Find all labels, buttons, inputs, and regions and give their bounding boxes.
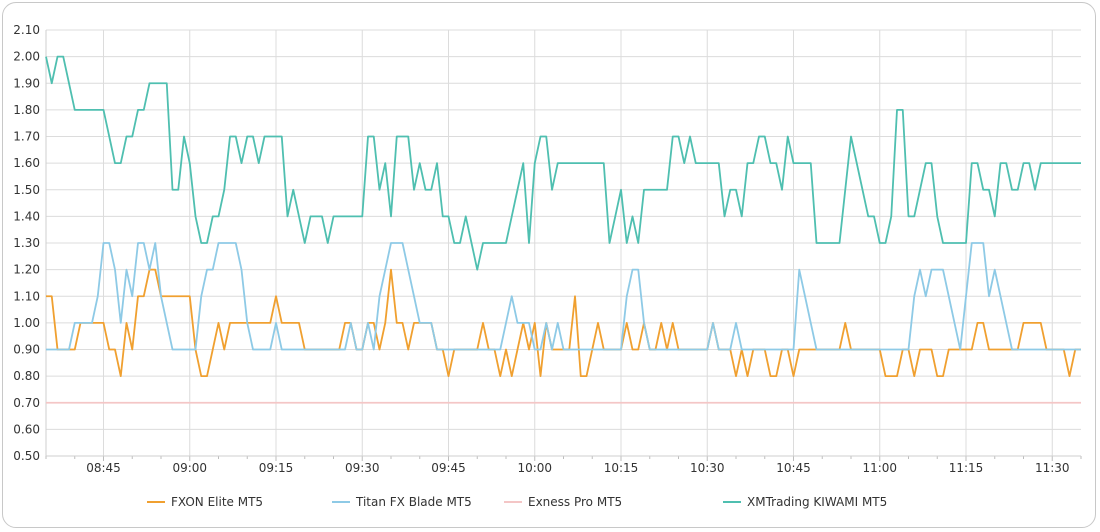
x-tick-label: 11:00 bbox=[862, 461, 897, 475]
y-tick-label: 1.70 bbox=[13, 130, 40, 144]
y-tick-label: 1.90 bbox=[13, 76, 40, 90]
y-tick-label: 2.00 bbox=[13, 50, 40, 64]
y-tick-label: 1.60 bbox=[13, 156, 40, 170]
x-tick-label: 10:00 bbox=[517, 461, 552, 475]
x-tick-label: 09:00 bbox=[172, 461, 207, 475]
x-tick-label: 11:15 bbox=[949, 461, 984, 475]
x-tick-label: 11:30 bbox=[1035, 461, 1070, 475]
legend-label-titan-fx-blade-mt5: Titan FX Blade MT5 bbox=[355, 495, 472, 509]
x-tick-label: 09:30 bbox=[345, 461, 380, 475]
y-tick-label: 1.80 bbox=[13, 103, 40, 117]
x-tick-label: 08:45 bbox=[86, 461, 121, 475]
y-tick-label: 1.30 bbox=[13, 236, 40, 250]
legend-label-xmtrading-kiwami-mt5: XMTrading KIWAMI MT5 bbox=[747, 495, 887, 509]
legend-label-fxon-elite-mt5: FXON Elite MT5 bbox=[171, 495, 263, 509]
y-tick-label: 0.60 bbox=[13, 422, 40, 436]
series-line-xmtrading-kiwami-mt5 bbox=[45, 55, 1081, 271]
series-lines bbox=[45, 55, 1081, 404]
x-tick-label: 10:15 bbox=[604, 461, 639, 475]
x-tick-label: 10:30 bbox=[690, 461, 725, 475]
y-tick-label: 0.80 bbox=[13, 369, 40, 383]
x-axis: 08:45 09:00 09:15 09:30 09:45 10:00 10:15 10:30… bbox=[45, 455, 1082, 475]
y-tick-label: 1.00 bbox=[13, 316, 40, 330]
x-tick-label: 10:45 bbox=[776, 461, 811, 475]
y-tick-label: 1.50 bbox=[13, 183, 40, 197]
series-line-titan-fx-blade-mt5 bbox=[46, 242, 1081, 351]
y-tick-label: 0.50 bbox=[13, 449, 40, 463]
y-tick-label: 0.90 bbox=[13, 343, 40, 357]
x-tick-label: 09:45 bbox=[431, 461, 466, 475]
y-tick-label: 1.40 bbox=[13, 209, 40, 223]
y-tick-label: 1.10 bbox=[13, 289, 40, 303]
legend-label-exness-pro-mt5: Exness Pro MT5 bbox=[528, 495, 622, 509]
legend: FXON Elite MT5 Titan FX Blade MT5 Exness P… bbox=[147, 495, 887, 509]
y-tick-label: 0.70 bbox=[13, 396, 40, 410]
y-tick-label: 1.20 bbox=[13, 263, 40, 277]
y-axis: 0.50 0.60 0.70 0.80 0.90 1.00 1.10 1.20 1.30 1.40… bbox=[13, 23, 47, 463]
x-tick-label: 09:15 bbox=[259, 461, 294, 475]
y-tick-label: 2.10 bbox=[13, 23, 40, 37]
